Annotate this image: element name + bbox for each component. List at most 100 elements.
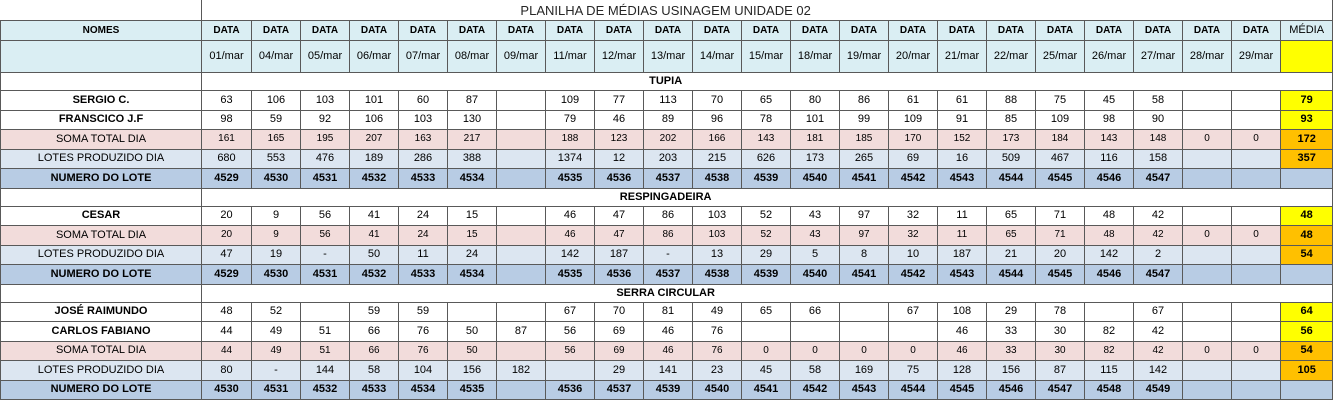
value-cell <box>496 264 546 285</box>
date-header-label: DATA <box>594 20 644 41</box>
media-cell: 357 <box>1279 148 1333 169</box>
date-cell: 11/mar <box>545 40 595 73</box>
value-cell: 58 <box>349 360 399 381</box>
value-cell: 24 <box>398 225 448 246</box>
value-cell: 101 <box>349 90 399 111</box>
date-header-label: DATA <box>741 20 791 41</box>
header-row-dates: 01/mar 04/mar 05/mar 06/mar 07/mar 08/mar 09/m… <box>0 40 1333 73</box>
value-cell: 78 <box>741 109 791 130</box>
value-cell: 185 <box>839 129 889 150</box>
value-cell: 4535 <box>545 168 595 189</box>
value-cell: 680 <box>201 148 252 169</box>
section-title: SERRA CIRCULAR <box>200 283 1333 303</box>
value-cell: 47 <box>594 225 644 246</box>
value-cell: 144 <box>300 360 350 381</box>
value-cell: 75 <box>888 360 938 381</box>
media-cell: 64 <box>1279 301 1333 322</box>
value-cell: 99 <box>839 109 889 130</box>
value-cell: 20 <box>201 225 252 246</box>
value-cell <box>496 244 546 265</box>
section-header-row: TUPIA <box>0 72 1333 91</box>
value-cell: 48 <box>1084 225 1134 246</box>
value-cell: 77 <box>594 90 644 111</box>
value-cell: 20 <box>1035 244 1085 265</box>
date-header-label: DATA <box>643 20 693 41</box>
value-cell: 4535 <box>447 379 497 400</box>
value-cell: 203 <box>643 148 693 169</box>
value-cell: 4538 <box>692 264 742 285</box>
section-blank-cell <box>0 187 202 207</box>
value-cell: 91 <box>937 109 987 130</box>
value-cell: 101 <box>790 109 840 130</box>
media-cell: 48 <box>1279 205 1333 226</box>
value-cell: 75 <box>1035 90 1085 111</box>
value-cell: 0 <box>1231 129 1281 150</box>
value-cell: 87 <box>447 90 497 111</box>
value-cell: 46 <box>937 340 987 361</box>
value-cell: 4529 <box>201 168 252 189</box>
value-cell: 4531 <box>251 379 301 400</box>
media-cell <box>1279 168 1333 189</box>
value-cell: 51 <box>300 321 350 342</box>
value-cell: 63 <box>201 90 252 111</box>
value-cell: 56 <box>300 205 350 226</box>
date-header-label: DATA <box>300 20 350 41</box>
value-cell: 141 <box>643 360 693 381</box>
value-cell: 97 <box>839 205 889 226</box>
value-cell: 158 <box>1133 148 1183 169</box>
value-cell: 69 <box>594 321 644 342</box>
value-cell: 4544 <box>986 264 1036 285</box>
media-header-blank <box>1279 40 1333 73</box>
value-cell: 86 <box>643 225 693 246</box>
value-cell: 80 <box>201 360 252 381</box>
numero-lote-row: NUMERO DO LOTE 4529 4530 4531 4532 4533 4534 45… <box>0 168 1333 189</box>
value-cell: 82 <box>1084 340 1134 361</box>
value-cell: 60 <box>398 90 448 111</box>
value-cell: 4539 <box>741 264 791 285</box>
value-cell: 215 <box>692 148 742 169</box>
value-cell: 109 <box>888 109 938 130</box>
date-header-label: DATA <box>790 20 840 41</box>
value-cell: - <box>300 244 350 265</box>
value-cell: 156 <box>447 360 497 381</box>
value-cell: 106 <box>349 109 399 130</box>
value-cell: 202 <box>643 129 693 150</box>
value-cell <box>1231 168 1281 189</box>
value-cell: 19 <box>251 244 301 265</box>
value-cell <box>1182 168 1232 189</box>
value-cell: 11 <box>937 205 987 226</box>
value-cell: 65 <box>741 90 791 111</box>
value-cell: 52 <box>741 225 791 246</box>
value-cell: 143 <box>1084 129 1134 150</box>
date-header-label: DATA <box>1133 20 1183 41</box>
date-header-label: DATA <box>398 20 448 41</box>
value-cell: 71 <box>1035 225 1085 246</box>
value-cell: 50 <box>447 321 497 342</box>
value-cell: 46 <box>937 321 987 342</box>
value-cell: 52 <box>251 301 301 322</box>
value-cell: 50 <box>349 244 399 265</box>
date-cell: 20/mar <box>888 40 938 73</box>
value-cell: 4532 <box>349 168 399 189</box>
value-cell <box>496 109 546 130</box>
section-header-row: RESPINGADEIRA <box>0 187 1333 207</box>
value-cell: 70 <box>692 90 742 111</box>
value-cell: 0 <box>1182 340 1232 361</box>
date-cell: 28/mar <box>1182 40 1232 73</box>
date-cell: 26/mar <box>1084 40 1134 73</box>
operator-row: FRANSCICO J.F 98 59 92 106 103 130 79 46 89 96 78 10… <box>0 109 1333 130</box>
value-cell: 43 <box>790 225 840 246</box>
value-cell: 0 <box>1231 340 1281 361</box>
value-cell <box>1182 301 1232 322</box>
value-cell: 59 <box>349 301 399 322</box>
value-cell: 113 <box>643 90 693 111</box>
value-cell <box>1231 379 1281 400</box>
value-cell <box>1231 264 1281 285</box>
value-cell: 33 <box>986 321 1036 342</box>
value-cell: 92 <box>300 109 350 130</box>
value-cell: 4548 <box>1084 379 1134 400</box>
value-cell <box>496 129 546 150</box>
value-cell: 70 <box>594 301 644 322</box>
value-cell: 4547 <box>1035 379 1085 400</box>
